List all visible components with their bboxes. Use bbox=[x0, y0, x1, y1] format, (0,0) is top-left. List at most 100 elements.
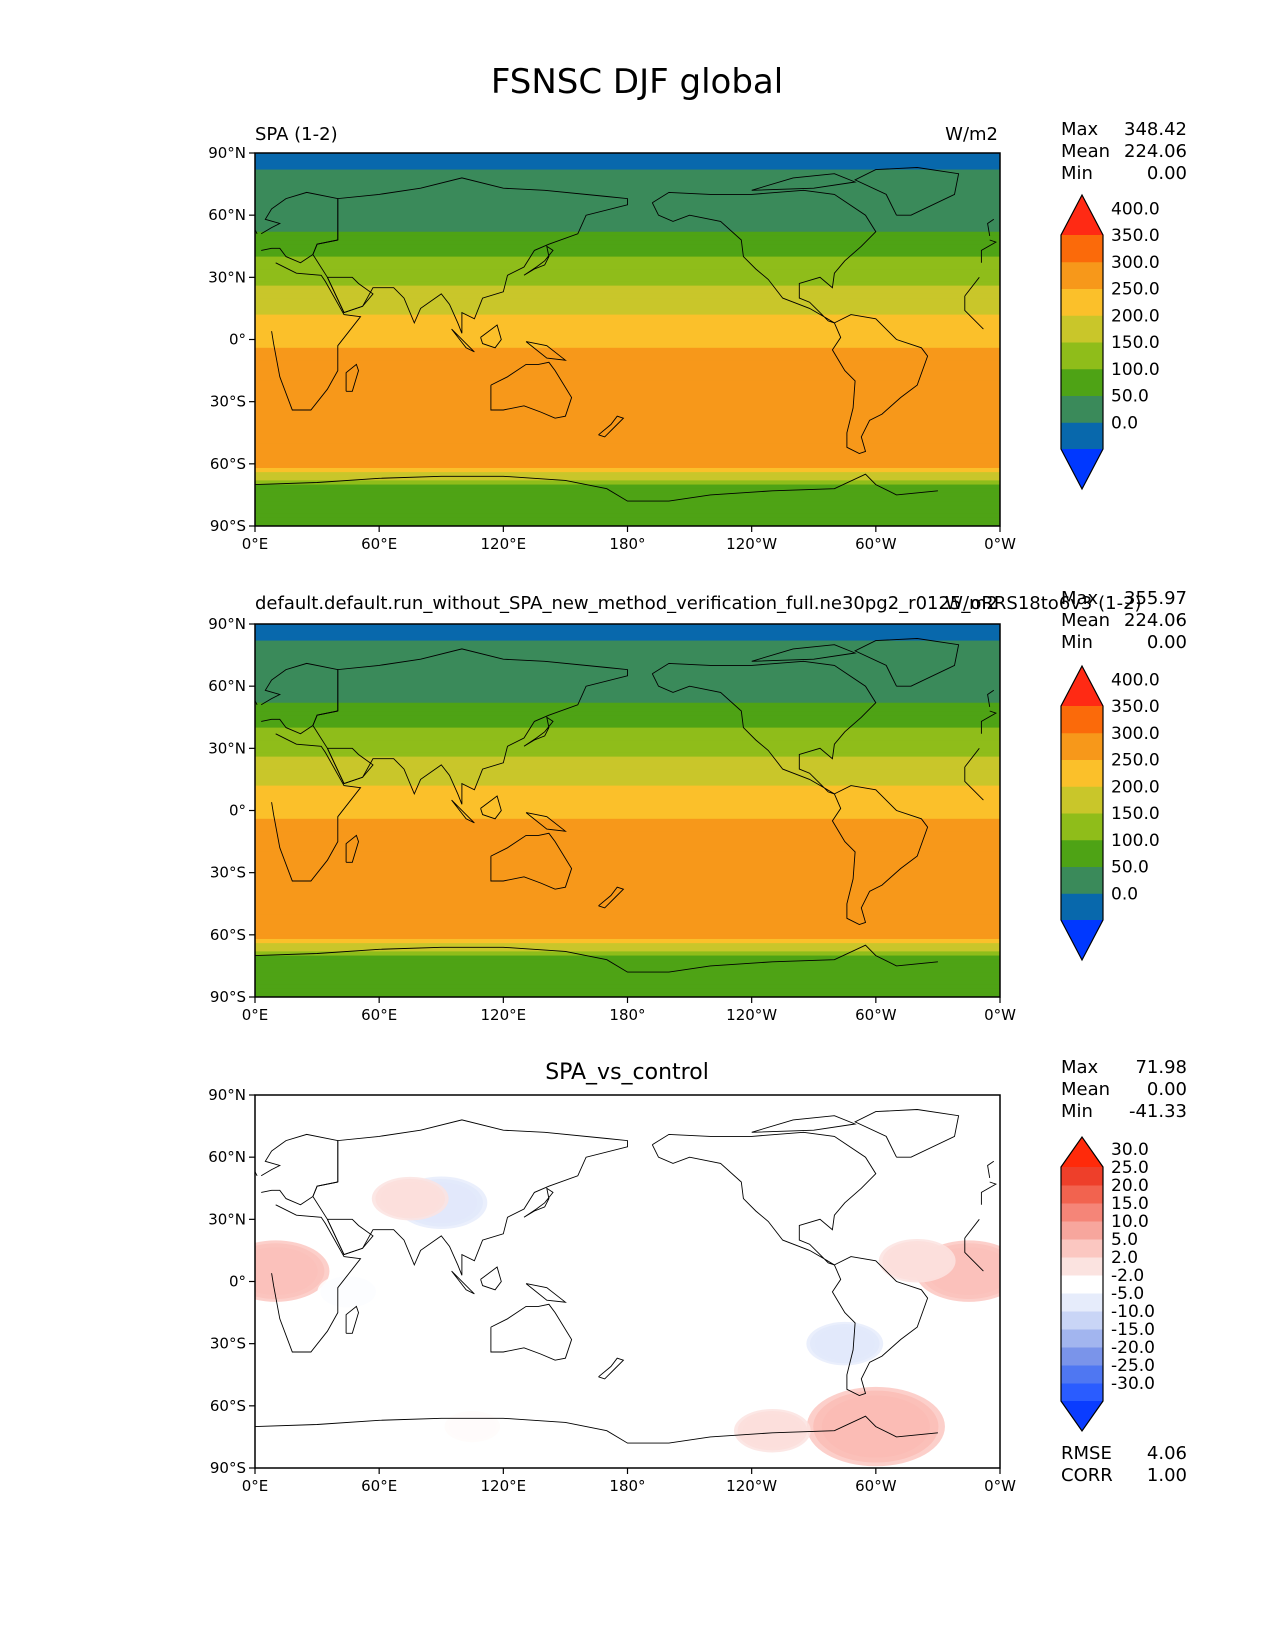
coastline-japan bbox=[523, 245, 554, 276]
coastline-indonesia2 bbox=[480, 324, 502, 349]
field-band bbox=[255, 938, 1000, 944]
stat-min-value: -41.33 bbox=[1129, 1101, 1187, 1122]
field-band bbox=[255, 389, 1000, 394]
field-band bbox=[255, 306, 1000, 312]
field-band bbox=[255, 467, 1000, 473]
field-band bbox=[255, 702, 1000, 708]
field-band bbox=[255, 706, 1000, 712]
colorbar-tick-label: 0.0 bbox=[1111, 884, 1138, 904]
lat-tick-label: 0° bbox=[229, 1273, 246, 1291]
coastline-japan bbox=[523, 716, 554, 747]
colorbar-band bbox=[1061, 1329, 1103, 1348]
coastline-arabia bbox=[326, 747, 374, 785]
lat-tick-label: 90°N bbox=[208, 1086, 246, 1104]
colorbar-tick-label: 250.0 bbox=[1111, 751, 1160, 771]
coastline-asia bbox=[312, 648, 628, 805]
field-band bbox=[255, 298, 1000, 303]
lat-tick-label: 30°N bbox=[208, 1210, 246, 1228]
colorbar-outline bbox=[1060, 193, 1104, 491]
lat-tick-label: 30°S bbox=[210, 393, 246, 411]
field-band bbox=[255, 252, 1000, 258]
map-field bbox=[255, 153, 1000, 526]
lon-tick-label: 60°W bbox=[855, 1006, 897, 1024]
coastline-namerica bbox=[651, 1131, 877, 1266]
stat-min-label: Min bbox=[1061, 163, 1093, 184]
field-band bbox=[255, 897, 1000, 903]
lat-tick-label: 30°N bbox=[208, 739, 246, 757]
field-band bbox=[255, 418, 1000, 423]
stat-mean-value: 224.06 bbox=[1124, 610, 1187, 631]
coastline-indonesia1 bbox=[451, 799, 475, 824]
field-band bbox=[255, 876, 1000, 882]
lat-tick-label: 30°S bbox=[210, 864, 246, 882]
colorbar-band bbox=[1061, 261, 1103, 289]
colorbar-extend-min bbox=[1061, 449, 1103, 489]
colorbar-band bbox=[1061, 315, 1103, 343]
field-band bbox=[255, 682, 1000, 687]
anomaly-blob bbox=[733, 1408, 811, 1453]
field-band bbox=[255, 901, 1000, 907]
field-band bbox=[255, 752, 1000, 758]
field-band bbox=[255, 885, 1000, 890]
colorbar-band bbox=[1061, 1365, 1103, 1384]
field-band bbox=[255, 380, 1000, 386]
field-band bbox=[255, 397, 1000, 403]
field-band bbox=[255, 711, 1000, 716]
field-band bbox=[255, 661, 1000, 667]
stat-corr-value: 1.00 bbox=[1147, 1465, 1187, 1486]
field-band bbox=[255, 781, 1000, 787]
anomaly-blob bbox=[317, 1274, 379, 1310]
field-band bbox=[255, 690, 1000, 696]
field-band bbox=[255, 476, 1000, 482]
coastline-indonesia2 bbox=[480, 1266, 502, 1291]
colorbar-band bbox=[1061, 1221, 1103, 1240]
colorbar-extend-max bbox=[1061, 1137, 1103, 1167]
field-band bbox=[255, 206, 1000, 212]
figure-title: FSNSC DJF global bbox=[491, 62, 783, 102]
field-band bbox=[255, 177, 1000, 183]
coastline-antarctica bbox=[255, 944, 938, 973]
field-band bbox=[255, 463, 1000, 469]
lat-tick-label: 60°S bbox=[210, 455, 246, 473]
field-band bbox=[255, 769, 1000, 774]
colorbar-extend-min bbox=[1061, 1401, 1103, 1431]
field-band bbox=[255, 777, 1000, 783]
field-band bbox=[255, 223, 1000, 229]
field-band bbox=[255, 414, 1000, 419]
field-band bbox=[255, 509, 1000, 515]
field-band bbox=[255, 905, 1000, 911]
anomaly-blob bbox=[371, 1176, 449, 1221]
field-band bbox=[255, 153, 1000, 158]
field-band bbox=[255, 943, 1000, 948]
field-band bbox=[255, 264, 1000, 270]
coastline-madagascar bbox=[345, 834, 359, 863]
panel-difference: SPA_vs_control Max 71.98 Mean 0.00 Min -… bbox=[208, 1057, 1187, 1495]
field-band bbox=[255, 868, 1000, 874]
field-band bbox=[255, 653, 1000, 658]
field-band bbox=[255, 269, 1000, 274]
coastline-japan bbox=[523, 1187, 554, 1218]
field-band bbox=[255, 335, 1000, 341]
colorbar-band bbox=[1061, 1167, 1103, 1186]
field-band bbox=[255, 785, 1000, 791]
field-band bbox=[255, 260, 1000, 266]
field-band bbox=[255, 822, 1000, 828]
lon-tick-label: 0°E bbox=[242, 535, 269, 553]
field-band bbox=[255, 628, 1000, 633]
anomaly-blob bbox=[878, 1239, 956, 1283]
lon-tick-label: 60°E bbox=[361, 1477, 397, 1495]
colorbar-tick-label: 300.0 bbox=[1111, 253, 1160, 273]
field-band bbox=[255, 169, 1000, 175]
anomaly-blob bbox=[255, 1240, 330, 1302]
field-band bbox=[255, 339, 1000, 345]
coastline-africa bbox=[271, 1204, 984, 1353]
stat-mean-label: Mean bbox=[1061, 610, 1110, 631]
colorbar-tick-label: -2.0 bbox=[1111, 1266, 1144, 1286]
field-band bbox=[255, 980, 1000, 986]
coastline-australia bbox=[490, 832, 573, 890]
coastline-australia bbox=[490, 361, 573, 419]
stat-max-label: Max bbox=[1061, 1057, 1099, 1078]
field-band bbox=[255, 426, 1000, 432]
field-band bbox=[255, 505, 1000, 511]
